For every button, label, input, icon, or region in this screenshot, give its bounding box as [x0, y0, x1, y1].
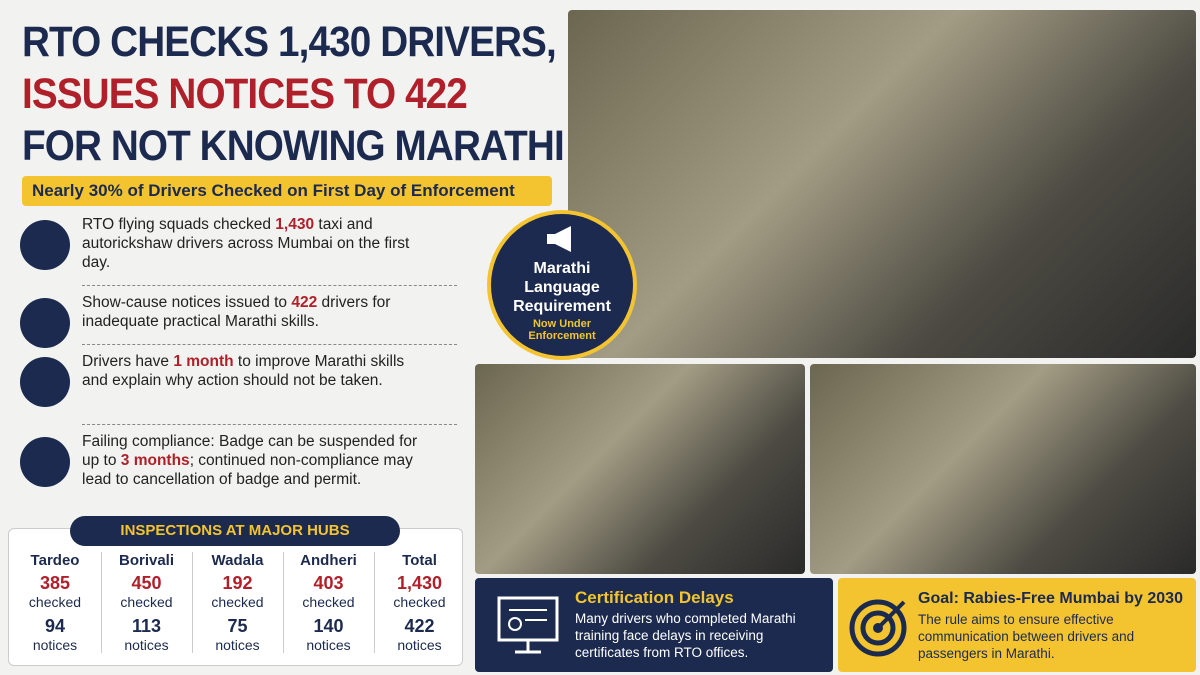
- badge: Marathi Language Requirement Now Under E…: [487, 210, 637, 360]
- point-text: Show-cause notices issued to 422 drivers…: [82, 293, 432, 331]
- point-text: Failing compliance: Badge can be suspend…: [82, 432, 432, 489]
- hub-notices-label: notices: [306, 637, 351, 653]
- hub-checked-label: checked: [28, 594, 82, 610]
- title-line: RTO CHECKS 1,430 DRIVERS,: [22, 18, 557, 66]
- hub-notices-label: notices: [215, 637, 260, 653]
- megaphone-icon: [547, 226, 571, 252]
- point-text-part: Failing compliance: Badge can be suspend…: [82, 433, 418, 469]
- point-icon: [20, 437, 70, 487]
- hub-notices: 140: [313, 616, 344, 636]
- hub-notices: 422: [404, 616, 435, 636]
- hub-checked-label: checked: [211, 594, 264, 610]
- hub-notices: 94: [44, 616, 66, 636]
- hub-name: Tardeo: [30, 552, 80, 569]
- point-icon: [20, 298, 70, 348]
- hub: Wadala 192 checked 75 notices: [192, 552, 282, 653]
- hubs-title: INSPECTIONS AT MAJOR HUBS: [70, 516, 400, 546]
- point-highlight: 1,430: [275, 216, 315, 233]
- hub-name: Borivali: [118, 552, 175, 569]
- hub: Andheri 403 checked 140 notices: [283, 552, 373, 653]
- hub-name: Total: [402, 552, 437, 569]
- point-highlight: 3 months: [120, 452, 190, 469]
- hub-name: Andheri: [300, 552, 357, 569]
- hub-notices-label: notices: [124, 637, 169, 653]
- point-text-part: Show-cause notices issued to: [82, 294, 292, 311]
- card-text: Many drivers who completed Marathi train…: [575, 611, 796, 660]
- point-text-part: Drivers have: [82, 353, 174, 370]
- hub-notices: 75: [227, 616, 248, 636]
- point-text: Drivers have 1 month to improve Marathi …: [82, 352, 432, 390]
- point-icon: [20, 220, 70, 270]
- hub-notices-label: notices: [32, 637, 78, 653]
- photo: [475, 364, 805, 574]
- hub: Tardeo 385 checked 94 notices: [10, 552, 100, 653]
- hub-checked: 1,430: [396, 573, 443, 593]
- card-text: The rule aims to ensure effective commun…: [918, 612, 1135, 661]
- point-text-part: to improve Marathi skills and explain wh…: [82, 353, 405, 389]
- hub-name: Wadala: [211, 552, 264, 569]
- hub-checked-label: checked: [120, 594, 173, 610]
- photo: [810, 364, 1196, 574]
- point-text-part: taxi and autorickshaw drivers across Mum…: [82, 216, 410, 271]
- badge-title: Marathi Language Requirement: [513, 260, 611, 315]
- point-text: RTO flying squads checked 1,430 taxi and…: [82, 215, 432, 272]
- certificate-icon: [497, 596, 559, 654]
- point-text-part: drivers for inadequate practical Marathi…: [82, 294, 391, 330]
- point-text-part: RTO flying squads checked: [82, 216, 276, 233]
- title-line: FOR NOT KNOWING MARATHI: [22, 122, 565, 170]
- target-icon: [849, 599, 907, 657]
- card-title: Goal: Rabies-Free Mumbai by 2030: [918, 590, 1183, 607]
- separator: [82, 285, 457, 286]
- point-icon: [20, 357, 70, 407]
- card-title: Certification Delays: [575, 588, 734, 607]
- hub: Total 1,430 checked 422 notices: [374, 552, 464, 653]
- point-text-part: ; continued non-compliance may lead to c…: [82, 452, 413, 488]
- hub-checked: 192: [222, 573, 253, 593]
- point-highlight: 422: [291, 294, 318, 311]
- badge-subtitle: Now Under Enforcement: [528, 318, 596, 342]
- hubs-box: [8, 528, 463, 666]
- hub-checked: 403: [313, 573, 344, 593]
- hub-checked: 385: [39, 573, 71, 593]
- hub-checked-label: checked: [393, 594, 446, 610]
- point-highlight: 1 month: [173, 353, 234, 370]
- certification-card: Certification Delays Many drivers who co…: [475, 578, 833, 672]
- hub-notices-label: notices: [397, 637, 442, 653]
- hub-checked: 450: [131, 573, 162, 593]
- hub-checked-label: checked: [302, 594, 355, 610]
- photo: [568, 10, 1196, 358]
- separator: [82, 344, 457, 345]
- separator: [82, 424, 457, 425]
- hub: Borivali 450 checked 113 notices: [101, 552, 191, 653]
- subtitle: Nearly 30% of Drivers Checked on First D…: [22, 176, 552, 206]
- goal-card: Goal: Rabies-Free Mumbai by 2030 The rul…: [838, 578, 1196, 672]
- hub-notices: 113: [131, 616, 162, 636]
- title-line: ISSUES NOTICES TO 422: [22, 70, 468, 118]
